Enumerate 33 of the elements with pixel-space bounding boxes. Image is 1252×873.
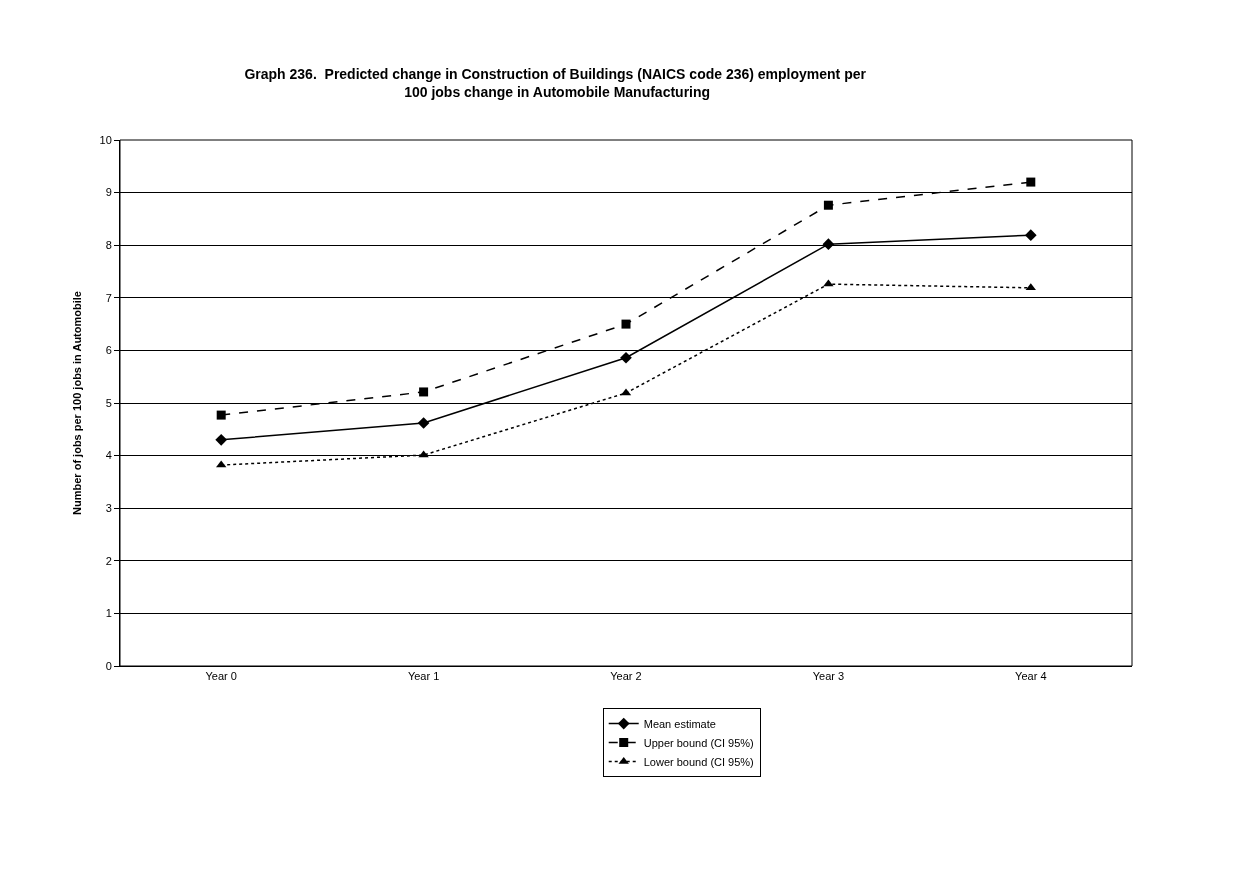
y-tick-label: 5 [105,396,112,409]
y-tick-label: 7 [105,291,112,304]
y-tick-label: 1 [105,607,112,620]
y-tick-label: 6 [105,344,112,357]
x-tick-label: Year 2 [610,670,642,683]
y-tick-label: 8 [105,239,112,252]
point [621,319,631,329]
point [216,460,227,468]
legend-label: Lower bound (CI 95%) [643,755,754,768]
y-tick-label: 10 [99,133,112,146]
point [823,200,833,210]
point [417,417,430,429]
y-tick-label: 3 [105,502,112,515]
y-axis-title: Number of jobs per 100 jobs in Automobile [71,291,84,515]
point [620,351,632,364]
point [216,410,226,420]
legend-label: Mean estimate [643,717,716,730]
chart-title: Graph 236. Predicted change in Construction of Buildings (NAICS code 236) employment per 100 jobs change in Automobile Manufacturing [244,65,870,100]
x-tick-label: Year 3 [812,670,845,683]
point [215,433,228,446]
y-tick-label: 0 [105,659,112,672]
y-tick-label: 4 [105,449,112,462]
y-tick-label: 2 [105,554,112,567]
legend-label: Upper bound (CI 95%) [643,736,754,749]
point [822,238,835,250]
x-tick-label: Year 1 [407,670,440,683]
point [419,387,429,397]
point [1025,283,1036,291]
x-tick-label: Year 4 [1015,670,1047,683]
point [1024,229,1037,242]
y-tick-label: 9 [105,186,112,199]
x-tick-label: Year 0 [205,670,237,683]
point [1026,177,1036,187]
